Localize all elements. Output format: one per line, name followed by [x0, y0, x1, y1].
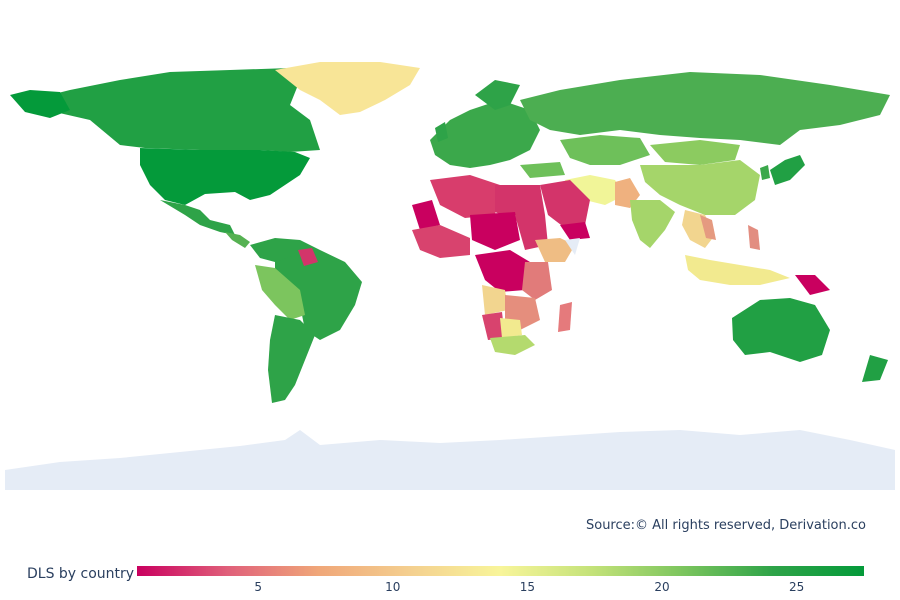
colorbar-tick: 10 [385, 580, 401, 594]
country-east-africa[interactable] [522, 262, 552, 300]
country-europe[interactable] [430, 100, 540, 168]
colorbar [137, 566, 864, 576]
colorbar-tick: 25 [789, 580, 805, 594]
country-central-africa[interactable] [475, 250, 530, 292]
country-india[interactable] [630, 200, 675, 248]
country-yemen[interactable] [560, 222, 590, 240]
country-new-zealand[interactable] [862, 355, 888, 382]
country-west-africa[interactable] [412, 225, 470, 258]
country-morocco-algeria[interactable] [430, 175, 500, 218]
country-argentina-chile[interactable] [268, 315, 315, 403]
country-papua-new-guinea[interactable] [795, 275, 830, 295]
country-angola[interactable] [482, 285, 508, 315]
country-mongolia[interactable] [650, 140, 740, 165]
colorbar-title: DLS by country [27, 566, 135, 582]
country-antarctica[interactable] [5, 430, 895, 490]
country-madagascar[interactable] [558, 302, 572, 332]
country-zimbabwe-botswana[interactable] [500, 318, 522, 338]
colorbar-tick: 20 [654, 580, 670, 594]
country-united-states[interactable] [140, 148, 310, 205]
country-canada[interactable] [30, 68, 320, 152]
country-somalia[interactable] [565, 238, 580, 255]
country-korea[interactable] [760, 165, 770, 180]
country-uk[interactable] [435, 122, 448, 142]
country-australia[interactable] [732, 298, 830, 362]
country-niger-chad[interactable] [470, 212, 520, 250]
country-ethiopia[interactable] [535, 238, 575, 262]
country-vietnam[interactable] [700, 215, 716, 240]
country-philippines[interactable] [748, 225, 760, 250]
country-japan[interactable] [770, 155, 805, 185]
country-scandinavia[interactable] [475, 80, 520, 110]
colorbar-tick: 15 [519, 580, 536, 594]
country-south-africa[interactable] [490, 335, 535, 355]
country-saudi-arabia[interactable] [540, 180, 590, 228]
country-turkey[interactable] [520, 162, 565, 178]
colorbar-tick: 5 [254, 580, 262, 594]
country-kazakhstan[interactable] [560, 135, 650, 165]
country-peru-bolivia[interactable] [255, 265, 305, 320]
source-credit: Source:© All rights reserved, Derivation… [585, 518, 866, 533]
country-mexico[interactable] [160, 200, 235, 235]
country-greenland[interactable] [275, 62, 420, 115]
country-guyana-suriname[interactable] [298, 248, 318, 266]
world-choropleth-map [5, 62, 895, 490]
country-colombia-venezuela[interactable] [250, 238, 300, 262]
country-brazil[interactable] [275, 240, 362, 340]
country-mauritania[interactable] [412, 200, 440, 230]
country-indonesia[interactable] [685, 255, 790, 285]
country-alaska[interactable] [10, 90, 70, 118]
country-china[interactable] [640, 160, 760, 215]
country-russia[interactable] [520, 72, 890, 145]
country-libya-egypt[interactable] [495, 185, 545, 220]
country-namibia[interactable] [482, 312, 505, 340]
country-central-america[interactable] [225, 232, 250, 248]
